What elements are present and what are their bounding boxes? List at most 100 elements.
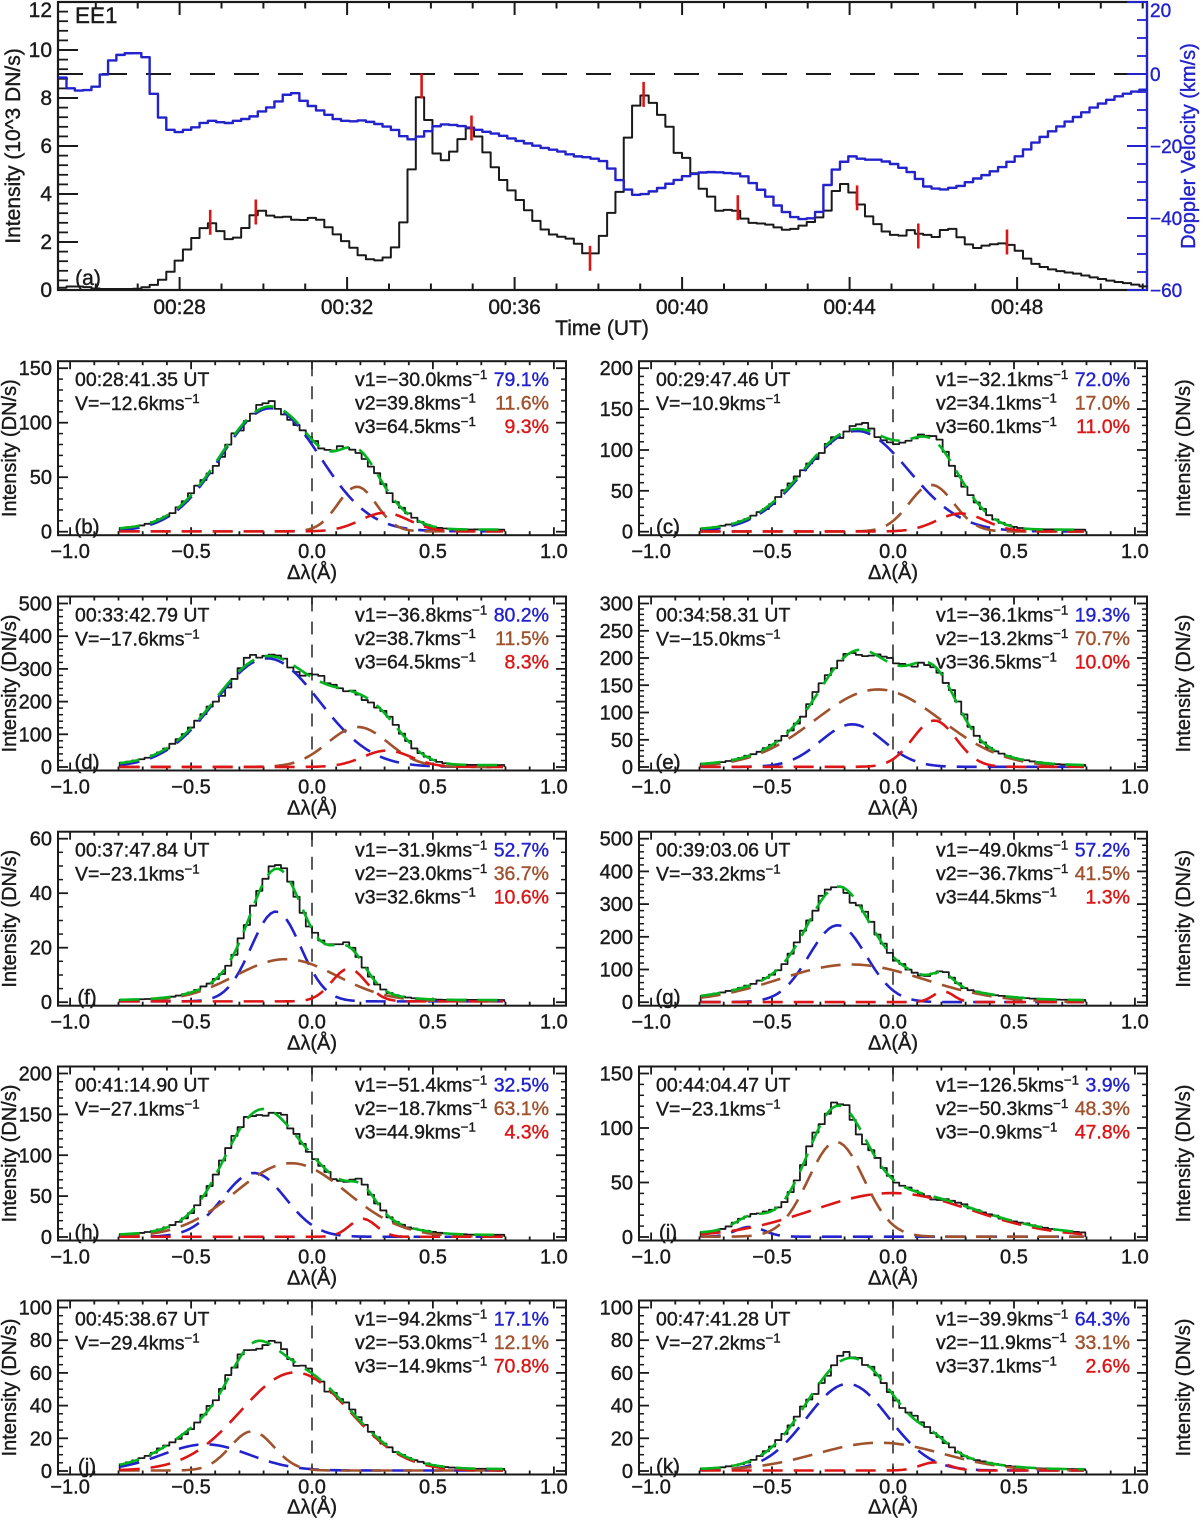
svg-text:8: 8 <box>40 87 52 110</box>
svg-text:80.2%: 80.2% <box>494 605 549 627</box>
svg-text:57.2%: 57.2% <box>1075 840 1130 862</box>
svg-text:0.0: 0.0 <box>879 1012 907 1034</box>
svg-text:V=−12.6kms−1: V=−12.6kms−1 <box>75 391 200 415</box>
svg-text:−1.0: −1.0 <box>631 541 670 563</box>
svg-text:V=−29.4kms−1: V=−29.4kms−1 <box>75 1331 200 1355</box>
svg-text:80: 80 <box>30 1330 52 1352</box>
svg-text:V=−10.9kms−1: V=−10.9kms−1 <box>656 391 781 415</box>
svg-text:−0.5: −0.5 <box>752 541 791 563</box>
svg-text:−0.5: −0.5 <box>171 1247 210 1269</box>
svg-text:00:37:47.84 UT: 00:37:47.84 UT <box>75 840 210 862</box>
svg-text:50: 50 <box>30 467 52 489</box>
svg-text:0.5: 0.5 <box>419 1477 447 1499</box>
svg-text:Intensity (DN/s): Intensity (DN/s) <box>1173 1319 1195 1457</box>
svg-text:300: 300 <box>19 659 52 681</box>
svg-text:00:45:38.67 UT: 00:45:38.67 UT <box>75 1309 210 1331</box>
svg-text:Intensity (DN/s): Intensity (DN/s) <box>1173 615 1195 753</box>
svg-text:150: 150 <box>19 358 52 380</box>
svg-text:v1=−94.2kms−1: v1=−94.2kms−1 <box>355 1307 487 1331</box>
svg-text:11.0%: 11.0% <box>1076 416 1130 438</box>
svg-text:v3=−14.9kms−1: v3=−14.9kms−1 <box>355 1354 487 1378</box>
svg-text:Δλ(Å): Δλ(Å) <box>287 797 337 820</box>
svg-text:0: 0 <box>1150 65 1161 86</box>
svg-text:0.5: 0.5 <box>419 1247 447 1269</box>
svg-text:0: 0 <box>41 757 52 779</box>
svg-text:1.0: 1.0 <box>540 1247 568 1269</box>
svg-text:v2=−18.7kms−1: v2=−18.7kms−1 <box>355 1096 487 1120</box>
svg-text:v1=−39.9kms−1: v1=−39.9kms−1 <box>936 1307 1068 1331</box>
svg-text:36.7%: 36.7% <box>494 863 549 885</box>
svg-text:0: 0 <box>40 279 52 302</box>
svg-text:Intensity (DN/s): Intensity (DN/s) <box>1173 850 1195 988</box>
svg-text:0.0: 0.0 <box>879 1477 907 1499</box>
svg-text:(i): (i) <box>659 1221 677 1244</box>
svg-text:(k): (k) <box>656 1455 680 1478</box>
svg-text:(h): (h) <box>74 1221 99 1244</box>
svg-text:11.6%: 11.6% <box>495 393 549 415</box>
svg-text:Doppler Velocity (km/s): Doppler Velocity (km/s) <box>1178 43 1200 249</box>
svg-text:Δλ(Å): Δλ(Å) <box>868 1032 918 1055</box>
svg-text:19.3%: 19.3% <box>1075 605 1130 627</box>
svg-text:(d): (d) <box>74 751 99 774</box>
svg-text:72.0%: 72.0% <box>1075 369 1130 391</box>
svg-text:V=−33.2kms−1: V=−33.2kms−1 <box>656 862 781 886</box>
svg-text:1.0: 1.0 <box>1121 1247 1149 1269</box>
svg-text:Δλ(Å): Δλ(Å) <box>868 561 918 584</box>
svg-text:00:28: 00:28 <box>153 296 206 319</box>
svg-text:50: 50 <box>611 730 633 752</box>
svg-text:79.1%: 79.1% <box>494 369 549 391</box>
svg-text:00:33:42.79 UT: 00:33:42.79 UT <box>75 605 210 627</box>
svg-text:1.0: 1.0 <box>1121 541 1149 563</box>
svg-text:0.5: 0.5 <box>1000 777 1028 799</box>
svg-text:V=−27.2kms−1: V=−27.2kms−1 <box>656 1331 781 1355</box>
svg-text:v2=−23.0kms−1: v2=−23.0kms−1 <box>355 861 487 885</box>
svg-text:−1.0: −1.0 <box>631 1012 670 1034</box>
svg-text:0: 0 <box>622 522 633 544</box>
svg-text:v1=−32.1kms−1: v1=−32.1kms−1 <box>936 367 1068 391</box>
svg-text:8.3%: 8.3% <box>505 652 549 674</box>
svg-text:Δλ(Å): Δλ(Å) <box>868 1267 918 1290</box>
svg-text:300: 300 <box>600 594 633 616</box>
svg-text:v3=−0.9kms−1: v3=−0.9kms−1 <box>936 1120 1057 1144</box>
svg-text:40: 40 <box>611 1396 633 1418</box>
svg-text:63.1%: 63.1% <box>494 1098 549 1120</box>
svg-text:Intensity (DN/s): Intensity (DN/s) <box>1173 1085 1195 1223</box>
svg-text:1.0: 1.0 <box>1121 1477 1149 1499</box>
svg-text:00:34:58.31 UT: 00:34:58.31 UT <box>656 605 791 627</box>
svg-text:33.1%: 33.1% <box>1075 1332 1130 1354</box>
svg-text:00:44: 00:44 <box>823 296 876 319</box>
svg-text:1.3%: 1.3% <box>1086 887 1130 909</box>
svg-text:1.0: 1.0 <box>540 1477 568 1499</box>
svg-text:v2=−50.3kms−1: v2=−50.3kms−1 <box>936 1096 1068 1120</box>
svg-text:0: 0 <box>41 522 52 544</box>
svg-text:(j): (j) <box>78 1455 96 1478</box>
svg-text:0.0: 0.0 <box>879 541 907 563</box>
svg-text:v3=37.1kms−1: v3=37.1kms−1 <box>936 1354 1057 1378</box>
svg-text:0: 0 <box>622 992 633 1014</box>
svg-text:200: 200 <box>600 358 633 380</box>
svg-text:400: 400 <box>19 626 52 648</box>
svg-text:−0.5: −0.5 <box>752 1012 791 1034</box>
svg-text:150: 150 <box>600 1064 633 1086</box>
svg-text:−1.0: −1.0 <box>50 1477 89 1499</box>
svg-text:200: 200 <box>19 1064 52 1086</box>
svg-text:0: 0 <box>41 992 52 1014</box>
svg-text:4: 4 <box>40 183 52 206</box>
svg-text:150: 150 <box>19 1104 52 1126</box>
svg-text:52.7%: 52.7% <box>494 840 549 862</box>
svg-text:20: 20 <box>30 938 52 960</box>
svg-text:−40: −40 <box>1150 209 1182 230</box>
svg-text:50: 50 <box>611 481 633 503</box>
svg-text:100: 100 <box>19 724 52 746</box>
svg-text:Δλ(Å): Δλ(Å) <box>287 1032 337 1055</box>
svg-text:−20: −20 <box>1150 137 1182 158</box>
svg-text:00:47:41.28 UT: 00:47:41.28 UT <box>656 1309 791 1331</box>
svg-text:0.5: 0.5 <box>1000 541 1028 563</box>
svg-text:00:29:47.46 UT: 00:29:47.46 UT <box>656 369 791 391</box>
svg-text:−0.5: −0.5 <box>171 1012 210 1034</box>
svg-text:v3=44.9kms−1: v3=44.9kms−1 <box>355 1120 476 1144</box>
svg-text:70.7%: 70.7% <box>1075 628 1130 650</box>
svg-text:−1.0: −1.0 <box>50 777 89 799</box>
svg-text:V=−23.1kms−1: V=−23.1kms−1 <box>656 1097 781 1121</box>
svg-text:100: 100 <box>600 960 633 982</box>
